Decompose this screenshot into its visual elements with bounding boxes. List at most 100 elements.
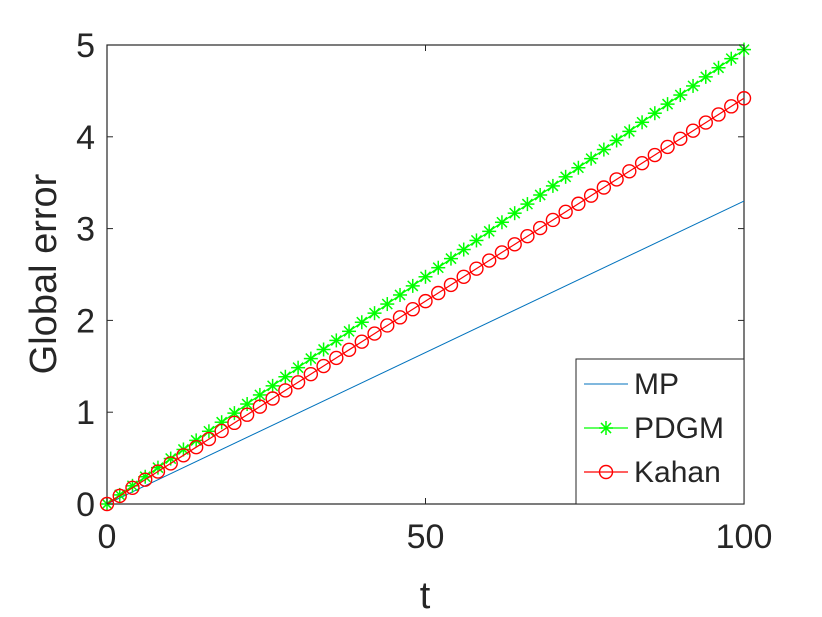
data-point-kahan — [711, 107, 726, 122]
data-point-pdgm — [265, 378, 280, 393]
data-point-kahan — [354, 334, 369, 349]
y-tick-label: 5 — [76, 27, 95, 65]
data-point-kahan — [622, 164, 637, 179]
data-point-kahan — [252, 399, 268, 414]
legend-box — [575, 358, 745, 505]
data-point-kahan — [482, 253, 497, 268]
data-point-kahan — [99, 496, 115, 512]
series-pdgm — [100, 42, 751, 511]
data-point-pdgm — [431, 260, 446, 275]
data-point-pdgm — [686, 78, 701, 93]
data-point-pdgm — [291, 360, 306, 375]
data-point-kahan — [545, 212, 561, 228]
data-point-pdgm — [711, 60, 726, 75]
data-point-kahan — [520, 229, 535, 244]
data-point-pdgm — [278, 369, 293, 384]
data-point-pdgm — [494, 215, 509, 230]
series-line-kahan — [106, 97, 745, 505]
data-point-pdgm — [354, 315, 369, 330]
data-point-kahan — [456, 269, 471, 284]
data-point-pdgm — [342, 324, 357, 339]
data-point-kahan — [596, 180, 612, 195]
data-point-pdgm — [418, 269, 433, 284]
data-point-kahan — [532, 220, 548, 236]
data-point-kahan — [698, 115, 713, 130]
data-point-pdgm — [482, 224, 497, 239]
data-point-kahan — [507, 237, 522, 252]
data-point-kahan — [150, 464, 166, 479]
data-point-kahan — [494, 245, 510, 260]
data-point-kahan — [634, 155, 650, 171]
data-point-kahan — [138, 472, 153, 487]
legend-label-mp: MP — [634, 368, 679, 401]
data-point-kahan — [112, 488, 127, 504]
data-point-pdgm — [698, 69, 713, 84]
data-point-kahan — [405, 302, 420, 317]
ticks-layer: 0 50 100 0 1 2 3 4 5 — [76, 27, 772, 556]
data-point-pdgm — [316, 342, 331, 357]
data-point-kahan — [685, 123, 701, 138]
data-point-pdgm — [520, 197, 535, 212]
legend-entry-kahan: Kahan — [584, 456, 721, 489]
data-point-kahan — [660, 139, 675, 155]
data-point-pdgm — [367, 306, 382, 321]
data-point-pdgm — [545, 178, 560, 193]
data-point-pdgm — [443, 251, 458, 266]
data-point-kahan — [341, 342, 357, 358]
data-point-pdgm — [571, 160, 586, 175]
data-point-kahan — [392, 310, 408, 325]
data-point-kahan — [201, 431, 217, 447]
data-point-kahan — [303, 366, 319, 382]
data-point-kahan — [558, 204, 573, 220]
y-tick-label: 0 — [76, 486, 95, 524]
series-layer — [99, 42, 752, 512]
x-tick-label: 50 — [407, 518, 445, 556]
data-point-pdgm — [329, 333, 344, 348]
data-point-kahan — [265, 391, 280, 406]
data-point-kahan — [571, 196, 586, 211]
series-kahan — [99, 91, 752, 512]
data-point-kahan — [647, 147, 663, 163]
data-point-pdgm — [393, 287, 408, 302]
legend-marker-pdgm — [599, 421, 613, 435]
data-point-pdgm — [622, 124, 637, 139]
data-point-pdgm — [380, 297, 395, 312]
data-point-pdgm — [507, 206, 522, 221]
data-point-kahan — [188, 439, 204, 455]
data-point-kahan — [290, 375, 306, 390]
y-axis-label: Global error — [23, 173, 65, 374]
data-point-kahan — [736, 91, 752, 106]
data-point-pdgm — [647, 106, 662, 121]
y-tick-label: 3 — [76, 211, 95, 249]
x-axis-label: t — [420, 575, 431, 617]
y-tick-label: 4 — [76, 119, 95, 157]
data-point-kahan — [278, 383, 293, 398]
data-point-kahan — [214, 423, 229, 439]
data-point-kahan — [469, 261, 484, 276]
data-point-pdgm — [227, 406, 242, 421]
legend-label-pdgm: PDGM — [634, 412, 724, 445]
data-point-kahan — [443, 277, 459, 293]
data-point-pdgm — [660, 97, 675, 112]
data-point-pdgm — [469, 233, 484, 248]
y-tick-label: 2 — [76, 302, 95, 340]
data-point-kahan — [125, 480, 140, 495]
data-point-pdgm — [596, 142, 611, 157]
series-line-mp — [106, 200, 745, 505]
legend-entry-mp: MP — [584, 368, 679, 401]
data-point-pdgm — [405, 278, 420, 293]
legend-entry-pdgm: PDGM — [584, 412, 724, 445]
series-mp — [106, 200, 745, 505]
legend: MP PDGM Kahan — [575, 358, 745, 505]
data-point-kahan — [418, 293, 433, 309]
data-point-pdgm — [635, 115, 650, 130]
data-point-kahan — [329, 350, 344, 366]
data-point-kahan — [724, 99, 739, 114]
data-point-pdgm — [673, 88, 688, 103]
data-point-pdgm — [303, 351, 318, 366]
data-point-kahan — [163, 456, 178, 471]
legend-marker-kahan — [598, 464, 614, 480]
data-point-kahan — [316, 358, 331, 374]
data-point-pdgm — [584, 151, 599, 166]
